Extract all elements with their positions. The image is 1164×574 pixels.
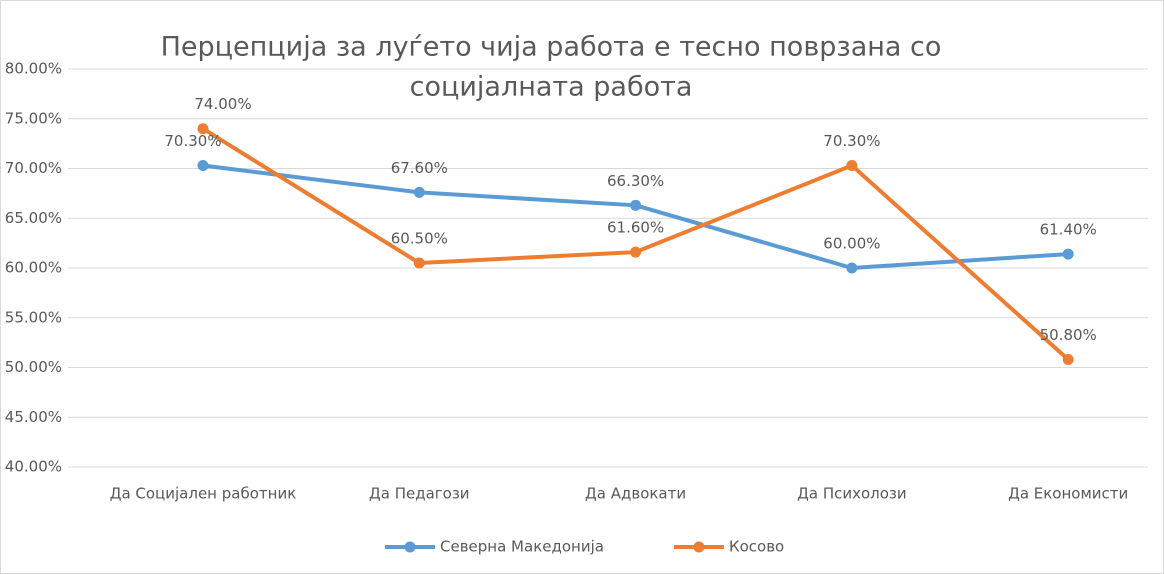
data-label: 67.60% — [391, 159, 448, 177]
chart-title: Перцепција за луѓето чија работа е тесно… — [161, 32, 942, 63]
x-tick-label: Да Адвокати — [585, 485, 686, 503]
data-point — [630, 199, 642, 211]
y-tick-label: 60.00% — [5, 259, 62, 277]
legend-marker — [404, 541, 416, 553]
x-tick-label: Да Економисти — [1008, 485, 1128, 503]
data-label: 60.00% — [823, 235, 880, 253]
y-tick-label: 50.00% — [5, 358, 62, 376]
y-tick-label: 70.00% — [5, 159, 62, 177]
legend-marker — [693, 541, 705, 553]
legend-label: Косово — [729, 538, 784, 556]
data-point — [1062, 248, 1074, 260]
y-tick-label: 40.00% — [5, 458, 62, 476]
data-label: 61.60% — [607, 219, 664, 237]
data-point — [413, 257, 425, 269]
data-point — [197, 160, 209, 172]
data-label: 50.80% — [1040, 326, 1097, 344]
data-point — [630, 246, 642, 258]
data-label: 70.30% — [164, 132, 221, 150]
y-tick-label: 75.00% — [5, 109, 62, 127]
data-point — [197, 123, 209, 135]
y-tick-label: 55.00% — [5, 308, 62, 326]
data-label: 70.30% — [823, 132, 880, 150]
legend-label: Северна Македонија — [440, 538, 604, 556]
data-point — [846, 262, 858, 274]
data-point — [846, 160, 858, 172]
y-tick-label: 65.00% — [5, 209, 62, 227]
data-label: 74.00% — [194, 95, 251, 113]
x-tick-label: Да Психолози — [797, 485, 907, 503]
x-tick-label: Да Социјален работник — [110, 485, 297, 503]
y-tick-label: 45.00% — [5, 408, 62, 426]
data-point — [413, 186, 425, 198]
data-label: 66.30% — [607, 172, 664, 190]
x-tick-label: Да Педагози — [369, 485, 470, 503]
data-label: 61.40% — [1040, 221, 1097, 239]
data-point — [1062, 354, 1074, 366]
y-tick-label: 80.00% — [5, 60, 62, 78]
data-label: 60.50% — [391, 230, 448, 248]
chart-title: социјалната работа — [410, 72, 693, 103]
